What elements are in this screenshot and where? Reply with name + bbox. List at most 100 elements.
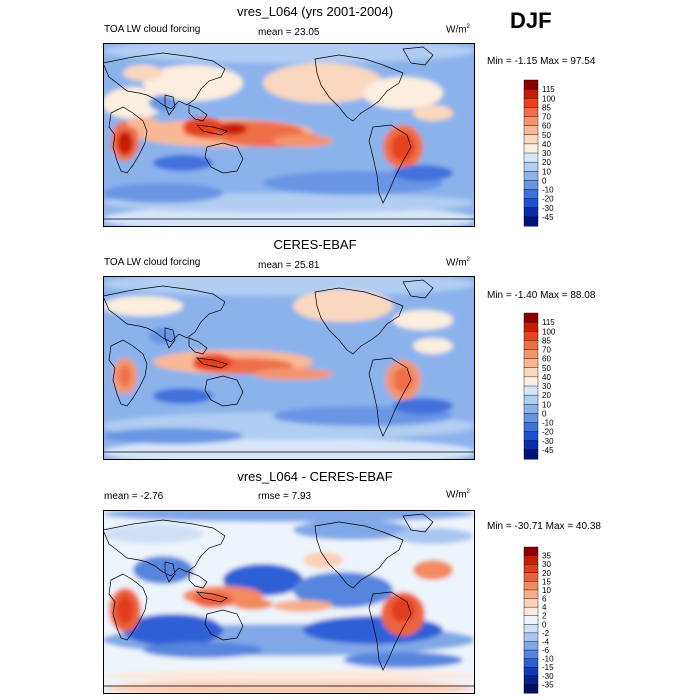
colorbar-level-label: -35 — [542, 680, 554, 689]
coastline-greenland — [402, 46, 434, 66]
field-region — [117, 131, 133, 155]
colorbar-level-label: 0 — [542, 176, 547, 185]
colorbar-swatch — [523, 641, 539, 651]
field-region — [393, 528, 473, 544]
colorbar-swatch — [523, 98, 539, 108]
field-region — [153, 388, 213, 404]
colorbar-swatch — [523, 449, 539, 460]
colorbar-level-label: -10 — [542, 186, 554, 195]
colorbar-swatch — [523, 563, 539, 574]
field-region — [393, 165, 453, 181]
coastline-greenland — [402, 279, 434, 299]
field-region — [143, 642, 263, 658]
coastline-antarctica — [103, 451, 475, 460]
coastline-samerica — [368, 591, 412, 671]
field-region — [391, 133, 415, 161]
field-region — [303, 552, 343, 568]
coastline-eurasia — [103, 52, 226, 110]
panel-3-left-label: mean = -2.76 — [104, 491, 164, 502]
coastline-seasia — [188, 104, 208, 122]
colorbar-level-label: -15 — [542, 663, 554, 672]
colorbar-level-label: -4 — [542, 637, 550, 646]
map-frame — [103, 276, 475, 460]
colorbar-level-label: 30 — [542, 149, 551, 158]
colorbar-level-label: 70 — [542, 113, 551, 122]
colorbar-level-label: 35 — [542, 552, 551, 561]
coastline-indonesia — [196, 591, 228, 603]
colorbar-level-label: 20 — [542, 158, 551, 167]
colorbar-swatch — [523, 79, 539, 90]
panel-1-title: vres_L064 (yrs 2001-2004) — [236, 4, 394, 19]
colorbar-level-label: 20 — [542, 569, 551, 578]
colorbar-swatch — [523, 385, 539, 396]
colorbar-swatch — [523, 667, 539, 677]
panel-1-mean-label: mean = 23.05 — [258, 27, 320, 38]
colorbar-level-label: 10 — [542, 400, 551, 409]
field-region — [391, 598, 415, 622]
field-region — [149, 95, 177, 111]
coastline-antarctica — [103, 218, 475, 227]
field-region — [103, 296, 183, 316]
colorbar-swatch — [523, 189, 539, 200]
field-region — [293, 572, 393, 608]
colorbar-swatch — [523, 349, 539, 360]
colorbar-level-label: 50 — [542, 131, 551, 140]
coastline-namerica — [314, 521, 404, 589]
colorbar-swatch — [523, 394, 539, 405]
panel-3-minmax: Min = -30.71 Max = 40.38 — [487, 521, 601, 532]
field-region — [413, 560, 453, 580]
coastline-africa — [108, 573, 148, 641]
panel-1-left-label: TOA LW cloud forcing — [104, 24, 201, 35]
colorbar-swatch — [523, 125, 539, 136]
field-region — [123, 614, 223, 646]
colorbar-swatch — [523, 589, 539, 600]
field-region — [393, 368, 413, 392]
colorbar-level-label: 6 — [542, 595, 547, 604]
field-region — [119, 366, 131, 386]
field-region — [253, 368, 333, 380]
field-region — [103, 276, 475, 296]
colorbar-level-label: 30 — [542, 560, 551, 569]
field-region — [183, 117, 223, 137]
field-region — [133, 556, 193, 584]
field-region — [273, 600, 333, 612]
colorbar-swatch — [523, 171, 539, 181]
colorbar-swatch — [523, 216, 539, 227]
colorbar-swatch — [523, 312, 539, 323]
colorbar-swatch — [523, 615, 539, 625]
field-region — [273, 135, 333, 147]
colorbar-swatch — [523, 431, 539, 442]
field-region — [293, 290, 393, 322]
coastline-seasia — [188, 337, 208, 355]
field-region — [193, 354, 233, 370]
coastline-india — [164, 327, 176, 349]
colorbar-swatch — [523, 116, 539, 127]
coastline-indonesia — [196, 357, 228, 369]
colorbar-swatch — [523, 161, 539, 172]
panel-2-minmax: Min = -1.40 Max = 88.08 — [487, 290, 596, 301]
field-region — [413, 338, 453, 354]
colorbar-swatch — [523, 440, 539, 451]
map-frame — [103, 510, 475, 694]
colorbar-level-label: 60 — [542, 122, 551, 131]
map-frame — [103, 43, 475, 227]
coastline-eurasia — [103, 285, 226, 343]
field-region — [153, 155, 213, 171]
colorbar-swatch — [523, 684, 539, 694]
colorbar-level-label: 50 — [542, 364, 551, 373]
coastline-africa — [108, 339, 148, 407]
field-region — [149, 328, 177, 344]
colorbar-swatch — [523, 413, 539, 424]
colorbar-swatch — [523, 546, 539, 557]
colorbar-level-label: -20 — [542, 428, 554, 437]
colorbar-swatch — [523, 632, 539, 642]
field-region — [103, 680, 475, 694]
field-region — [393, 310, 453, 330]
field-region — [103, 87, 163, 119]
colorbar-level-label: 85 — [542, 336, 551, 345]
colorbar-swatch — [523, 207, 539, 218]
field-region — [103, 524, 203, 544]
field-region — [103, 670, 475, 682]
coastline-greenland — [402, 513, 434, 533]
